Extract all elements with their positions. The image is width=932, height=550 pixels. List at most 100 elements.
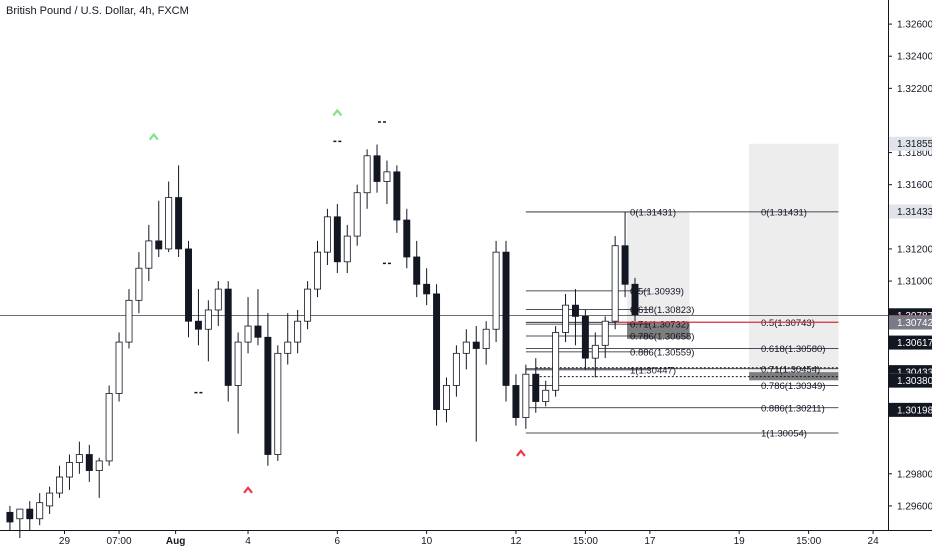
fractal-marker-icon bbox=[148, 132, 159, 141]
candle-bearish[interactable] bbox=[631, 283, 639, 316]
candle-bullish[interactable] bbox=[105, 393, 113, 462]
candle-bullish[interactable] bbox=[65, 462, 73, 478]
candle-bullish[interactable] bbox=[294, 320, 302, 343]
fib-right-level-label: 0.618(1.30580) bbox=[761, 344, 825, 355]
fib-right-level-label: 1(1.30054) bbox=[761, 428, 807, 439]
candle-bearish[interactable] bbox=[333, 216, 341, 263]
candle-bullish[interactable] bbox=[234, 341, 242, 386]
fib-left-level-label: 0.618(1.30823) bbox=[630, 305, 694, 316]
fractal-marker-icon bbox=[516, 449, 526, 457]
candle-bullish[interactable] bbox=[135, 267, 143, 301]
candle-bearish[interactable] bbox=[423, 283, 431, 295]
position-box bbox=[627, 322, 690, 339]
x-tick-label: 6 bbox=[335, 536, 341, 547]
candle-bullish[interactable] bbox=[165, 197, 173, 250]
fib-left-level-label: 0.5(1.30939) bbox=[630, 286, 684, 297]
candle-bearish[interactable] bbox=[581, 315, 589, 359]
fib-right-level-label: 0.786(1.30349) bbox=[761, 381, 825, 392]
candle-bullish[interactable] bbox=[552, 332, 560, 391]
candle-bearish[interactable] bbox=[393, 171, 401, 221]
candle-bullish[interactable] bbox=[522, 373, 530, 418]
x-tick-label: 15:00 bbox=[573, 536, 598, 547]
candle-bullish[interactable] bbox=[214, 288, 222, 311]
price-badge-label: 1.30742 bbox=[897, 318, 932, 329]
candle-bearish[interactable] bbox=[621, 245, 629, 285]
candle-bearish[interactable] bbox=[512, 385, 520, 418]
candle-bullish[interactable] bbox=[591, 344, 599, 359]
candle-bullish[interactable] bbox=[492, 251, 500, 330]
price-badge bbox=[889, 315, 932, 330]
candle-bullish[interactable] bbox=[462, 341, 470, 354]
candle-bearish[interactable] bbox=[175, 197, 183, 250]
candle-bearish[interactable] bbox=[155, 240, 163, 250]
price-badge bbox=[889, 373, 932, 388]
y-tick-label: 1.32200 bbox=[897, 84, 932, 95]
price-badge bbox=[889, 402, 932, 417]
price-badge bbox=[889, 204, 932, 219]
price-badge-label: 1.30198 bbox=[897, 405, 932, 416]
candle-bullish[interactable] bbox=[383, 171, 391, 182]
candle-bearish[interactable] bbox=[403, 219, 411, 258]
candle-bearish[interactable] bbox=[413, 256, 421, 285]
chart-title: British Pound / U.S. Dollar, 4h, FXCM bbox=[6, 5, 189, 17]
candle-bearish[interactable] bbox=[264, 336, 272, 455]
candle-bearish[interactable] bbox=[6, 511, 14, 523]
fib-right-level-label: 0.886(1.30211) bbox=[761, 403, 825, 414]
price-badge-label: 1.31855 bbox=[897, 139, 932, 150]
candle-bullish[interactable] bbox=[115, 341, 123, 394]
candle-bearish[interactable] bbox=[85, 454, 93, 471]
candle-bullish[interactable] bbox=[125, 299, 133, 343]
candle-bullish[interactable] bbox=[452, 352, 460, 386]
candle-bullish[interactable] bbox=[363, 155, 371, 194]
fib-left-level-label: 0(1.31431) bbox=[630, 207, 676, 218]
candle-bullish[interactable] bbox=[482, 328, 490, 349]
candle-bullish[interactable] bbox=[611, 245, 619, 322]
candle-bearish[interactable] bbox=[502, 251, 510, 386]
candle-bearish[interactable] bbox=[571, 304, 579, 317]
candle-bullish[interactable] bbox=[353, 192, 361, 237]
candle-bullish[interactable] bbox=[601, 320, 609, 346]
candle-bullish[interactable] bbox=[323, 216, 331, 253]
candle-bullish[interactable] bbox=[145, 240, 153, 269]
candle-bearish[interactable] bbox=[373, 155, 381, 182]
candle-bearish[interactable] bbox=[194, 320, 202, 330]
candle-bullish[interactable] bbox=[36, 502, 44, 520]
candle-bullish[interactable] bbox=[443, 385, 450, 410]
candle-bullish[interactable] bbox=[204, 309, 212, 330]
candle-bullish[interactable] bbox=[314, 251, 321, 290]
fib-left-level-label: 0.71(1.30732) bbox=[630, 320, 689, 331]
price-badge-label: 1.30433 bbox=[897, 368, 932, 379]
candle-bullish[interactable] bbox=[95, 460, 103, 471]
candle-bullish[interactable] bbox=[244, 325, 252, 343]
position-box bbox=[749, 143, 839, 373]
candle-bearish[interactable] bbox=[472, 341, 480, 349]
candle-bearish[interactable] bbox=[433, 293, 441, 410]
candle-bearish[interactable] bbox=[532, 373, 540, 402]
x-tick-label: 4 bbox=[245, 536, 251, 547]
candle-bullish[interactable] bbox=[284, 341, 292, 354]
candle-bearish[interactable] bbox=[224, 288, 232, 386]
price-badge-label: 1.30617 bbox=[897, 338, 932, 349]
candle-bullish[interactable] bbox=[343, 235, 351, 263]
fib-right-level-label: 0.5(1.30743) bbox=[761, 318, 815, 329]
candle-bullish[interactable] bbox=[46, 492, 54, 507]
candle-bullish[interactable] bbox=[542, 389, 550, 402]
candle-bearish[interactable] bbox=[185, 248, 192, 322]
fib-left-level-label: 0.886(1.30559) bbox=[630, 347, 694, 358]
y-tick-label: 1.31800 bbox=[897, 148, 932, 159]
y-tick-label: 1.32600 bbox=[897, 20, 932, 31]
candle-bullish[interactable] bbox=[304, 288, 312, 322]
y-tick-label: 1.31600 bbox=[897, 180, 932, 191]
candle-bearish[interactable] bbox=[26, 508, 34, 520]
fib-left-level-label: 1(1.30447) bbox=[630, 365, 676, 376]
candle-bullish[interactable] bbox=[56, 476, 64, 494]
candle-bullish[interactable] bbox=[274, 352, 282, 455]
fib-left-level-label: 0.786(1.30658) bbox=[630, 331, 694, 342]
candle-bullish[interactable] bbox=[75, 454, 83, 463]
candle-bullish[interactable] bbox=[16, 508, 24, 520]
candle-bullish[interactable] bbox=[562, 304, 570, 333]
y-tick-label: 1.29600 bbox=[897, 501, 932, 512]
y-tick-label: 1.31000 bbox=[897, 277, 932, 288]
candle-bearish[interactable] bbox=[254, 325, 262, 338]
